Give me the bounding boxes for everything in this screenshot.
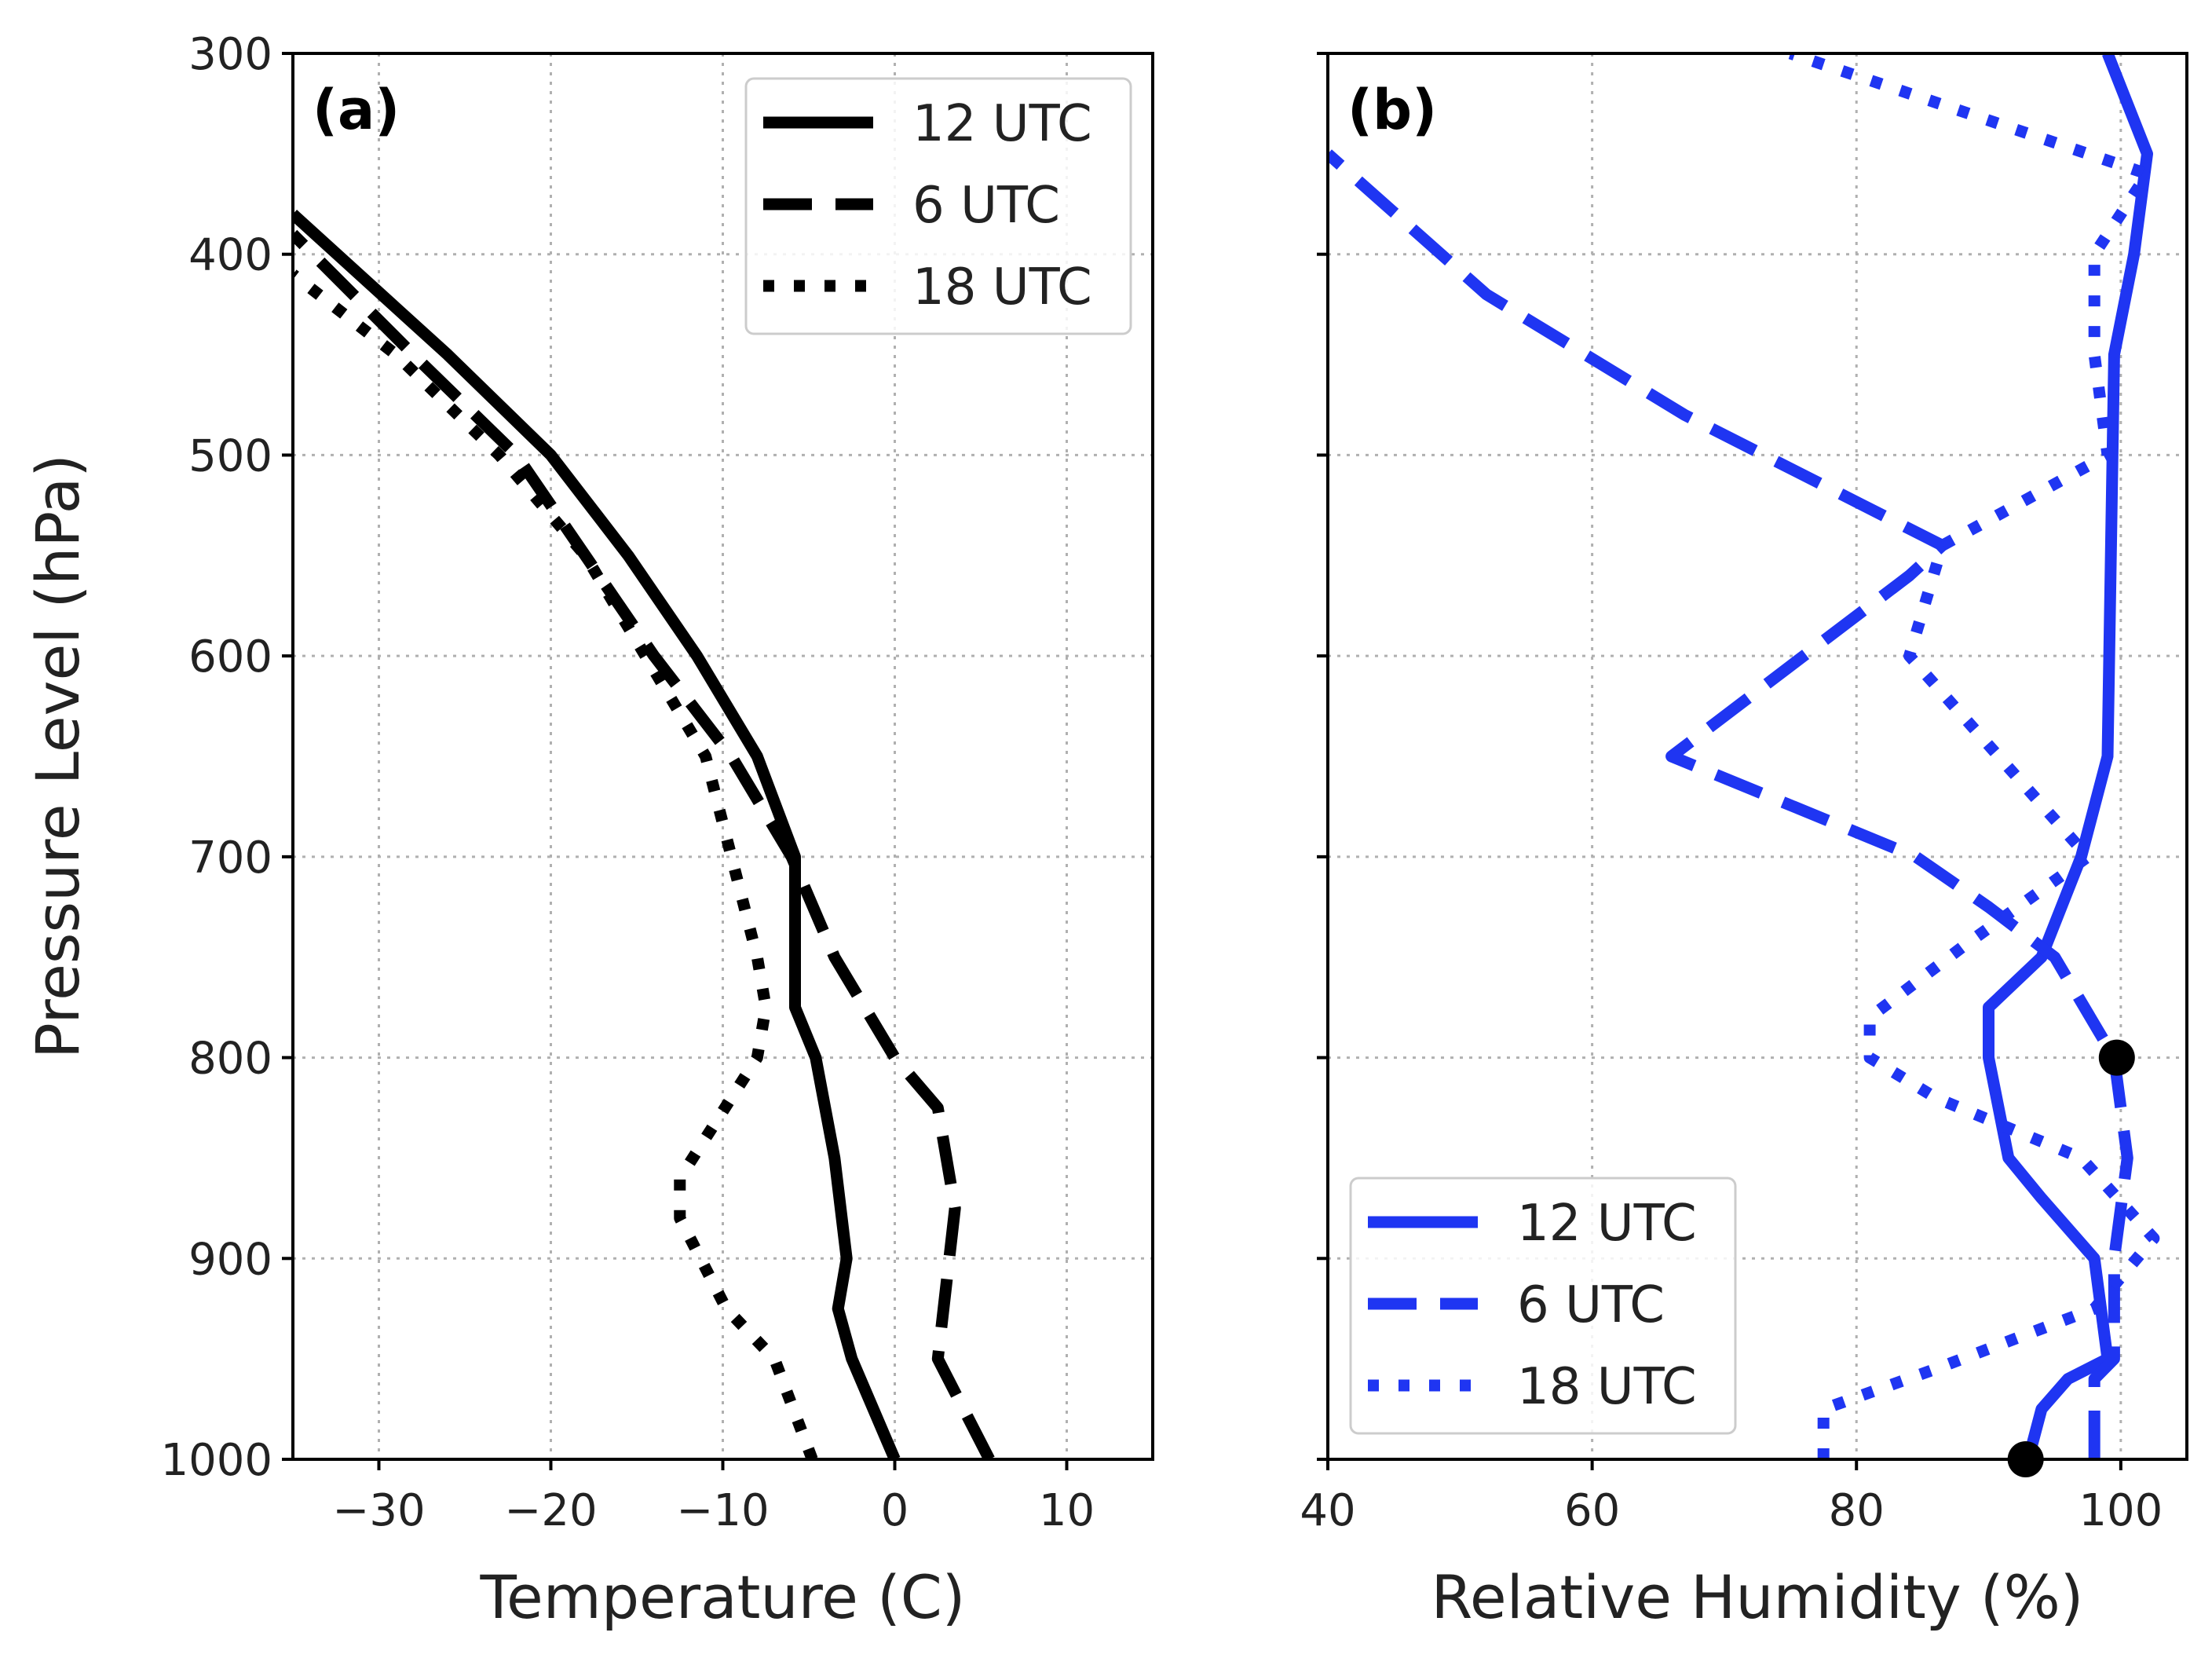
- axes-frame: [1326, 52, 2188, 1461]
- legend: 12 UTC 6 UTC 18 UTC: [744, 77, 1132, 335]
- series-line-6-utc-dashed: [293, 229, 995, 1459]
- panel-label: (a): [313, 78, 400, 142]
- plot-area: [293, 210, 995, 1459]
- legend-entry-label: 12 UTC: [912, 95, 1092, 153]
- y-axis-label: Pressure Level (hPa): [23, 454, 93, 1059]
- panel-label: (b): [1347, 78, 1437, 142]
- legend-box: [744, 77, 1132, 335]
- y-tick-label: 800: [188, 1034, 272, 1085]
- legend-entry-label: 12 UTC: [1517, 1195, 1697, 1253]
- legend-entry-label: 6 UTC: [1517, 1276, 1665, 1334]
- x-axis-label: Temperature (C): [480, 1562, 966, 1632]
- x-tick-label: 40: [1300, 1485, 1355, 1536]
- x-tick-label: 0: [881, 1485, 909, 1536]
- legend: 12 UTC 6 UTC 18 UTC: [1349, 1177, 1737, 1435]
- y-tick-label: 700: [188, 833, 272, 884]
- y-tick-label: 500: [188, 430, 272, 481]
- y-tick-label: 400: [188, 230, 272, 281]
- series-line-6-utc-dashed: [1328, 149, 2133, 1459]
- panel-a-temperature-chart: −30 −20 −10 0 10 300 400 500 600 700 800 900 1000 Pre…: [23, 29, 1154, 1632]
- panel-b-humidity-chart: 40 60 80 100 Relative Humidity (%) (b) 12 UTC 6…: [1300, 52, 2188, 1632]
- legend-entry-label: 6 UTC: [912, 177, 1060, 235]
- x-tick-label: −10: [676, 1485, 769, 1536]
- series-line-12-utc-solid: [293, 210, 901, 1459]
- series-line-18-utc-dotted: [1788, 53, 2160, 1459]
- x-tick-label: −20: [504, 1485, 597, 1536]
- legend-entry-label: 18 UTC: [912, 258, 1092, 317]
- x-tick-label: 80: [1829, 1485, 1885, 1536]
- legend-box: [1349, 1177, 1737, 1435]
- y-tick-label: 1000: [160, 1435, 272, 1486]
- y-tick-label: 600: [188, 631, 272, 683]
- y-tick-label: 300: [188, 29, 272, 80]
- data-marker: [2098, 1039, 2135, 1076]
- x-axis-label: Relative Humidity (%): [1431, 1562, 2084, 1632]
- y-tick-label: 900: [188, 1234, 272, 1285]
- x-tick-label: 60: [1564, 1485, 1620, 1536]
- x-tick-label: 100: [2079, 1485, 2163, 1536]
- x-tick-label: −30: [332, 1485, 425, 1536]
- legend-entry-label: 18 UTC: [1517, 1358, 1697, 1416]
- plot-area: [1328, 53, 2160, 1459]
- x-tick-label: 10: [1039, 1485, 1095, 1536]
- series-line-12-utc-solid: [1983, 53, 2153, 1459]
